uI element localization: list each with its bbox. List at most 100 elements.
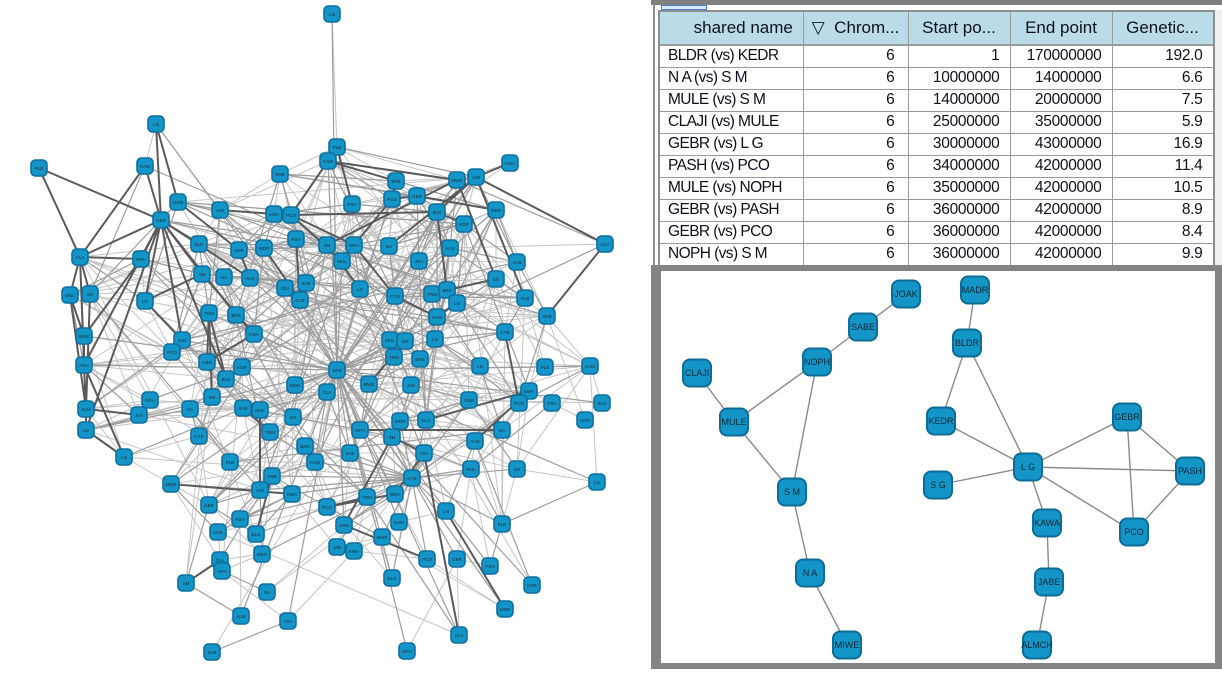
svg-text:PSH: PSH	[79, 363, 88, 368]
svg-text:SRB: SRB	[339, 523, 348, 528]
svg-text:KEDR: KEDR	[928, 416, 954, 426]
svg-text:TRM: TRM	[427, 292, 437, 297]
svg-text:SG: SG	[87, 292, 94, 297]
svg-text:GBR: GBR	[464, 398, 475, 403]
svg-text:PCO: PCO	[286, 213, 296, 218]
svg-text:KWA: KWA	[269, 212, 279, 217]
svg-text:BRS: BRS	[442, 288, 451, 293]
svg-text:PSH: PSH	[235, 517, 244, 522]
svg-text:BRS: BRS	[231, 313, 240, 318]
svg-text:GEBR: GEBR	[1114, 412, 1140, 422]
svg-text:KAM: KAM	[323, 159, 333, 164]
svg-text:NA: NA	[187, 407, 193, 412]
svg-text:TRM: TRM	[265, 430, 275, 435]
svg-text:PLB: PLB	[333, 145, 342, 150]
svg-text:JOAK: JOAK	[894, 289, 918, 299]
svg-text:SAB: SAB	[238, 406, 247, 411]
svg-text:MDR: MDR	[395, 419, 406, 424]
svg-text:MIWE: MIWE	[835, 640, 860, 650]
svg-text:JAB: JAB	[256, 488, 264, 493]
svg-text:CYB: CYB	[295, 298, 304, 303]
svg-text:CLA: CLA	[455, 633, 464, 638]
svg-text:TRM: TRM	[362, 495, 372, 500]
svg-text:KAM: KAM	[140, 164, 150, 169]
svg-text:KWA: KWA	[524, 389, 534, 394]
svg-text:ALM: ALM	[236, 614, 246, 619]
svg-text:NPH: NPH	[217, 569, 227, 574]
svg-text:LN: LN	[443, 509, 449, 514]
svg-text:SRB: SRB	[542, 314, 551, 319]
svg-text:MWE: MWE	[452, 178, 463, 183]
svg-text:SM: SM	[199, 272, 206, 277]
svg-text:BRS: BRS	[415, 357, 424, 362]
svg-text:PCO: PCO	[514, 401, 524, 406]
svg-text:MDR: MDR	[491, 208, 502, 213]
svg-text:PSH: PSH	[485, 564, 494, 569]
svg-text:GBR: GBR	[452, 557, 463, 562]
svg-text:KWA: KWA	[349, 549, 359, 554]
svg-text:BRS: BRS	[300, 444, 309, 449]
svg-text:NPH: NPH	[355, 428, 365, 433]
svg-text:SM: SM	[209, 395, 216, 400]
svg-text:KDR: KDR	[527, 583, 537, 588]
svg-text:NPH: NPH	[136, 257, 146, 262]
svg-text:JOA: JOA	[281, 286, 290, 291]
svg-text:GBR: GBR	[156, 218, 167, 223]
svg-text:LG: LG	[357, 287, 364, 292]
svg-text:LN: LN	[329, 12, 335, 17]
svg-text:MUL: MUL	[466, 467, 476, 472]
svg-text:KDR: KDR	[459, 222, 469, 227]
svg-text:BLD: BLD	[598, 401, 608, 406]
svg-text:SM: SM	[389, 435, 396, 440]
svg-text:KAM: KAM	[432, 315, 442, 320]
svg-text:NPH: NPH	[402, 649, 412, 654]
svg-text:SG: SG	[493, 277, 500, 282]
svg-text:LG: LG	[83, 428, 90, 433]
svg-text:SM: SM	[324, 243, 331, 248]
svg-text:CLA: CLA	[76, 255, 85, 260]
svg-text:SAB: SAB	[207, 650, 216, 655]
svg-text:MDR: MDR	[500, 607, 511, 612]
svg-text:JAB: JAB	[216, 208, 224, 213]
svg-text:SAB: SAB	[512, 260, 521, 265]
svg-text:SRB: SRB	[332, 368, 341, 373]
svg-text:GBR: GBR	[412, 194, 423, 199]
svg-text:BLDR: BLDR	[955, 338, 980, 348]
svg-text:NA: NA	[499, 428, 505, 433]
svg-text:PSH: PSH	[547, 401, 556, 406]
svg-text:MUL: MUL	[385, 338, 395, 343]
svg-text:TRM: TRM	[204, 311, 214, 316]
svg-text:MUL: MUL	[337, 259, 347, 264]
svg-text:ALM: ALM	[445, 246, 455, 251]
svg-text:KAM: KAM	[394, 520, 404, 525]
svg-text:LG: LG	[594, 480, 601, 485]
svg-text:GBR: GBR	[204, 503, 215, 508]
svg-text:CLA: CLA	[323, 390, 332, 395]
svg-text:MUL: MUL	[255, 408, 265, 413]
svg-text:KDR: KDR	[234, 248, 244, 253]
svg-text:PSH: PSH	[291, 237, 300, 242]
svg-text:SRB: SRB	[275, 172, 284, 177]
svg-text:TRM: TRM	[389, 355, 399, 360]
svg-text:PCO: PCO	[1124, 527, 1144, 537]
svg-text:NOPH: NOPH	[804, 357, 830, 367]
svg-text:ALM: ALM	[81, 407, 91, 412]
svg-text:BLD: BLD	[252, 532, 262, 537]
svg-text:CLA: CLA	[601, 242, 610, 247]
svg-text:JOA: JOA	[420, 451, 429, 456]
svg-text:MDR: MDR	[259, 246, 270, 251]
svg-text:MUL: MUL	[65, 293, 75, 298]
svg-text:KWA: KWA	[249, 332, 259, 337]
svg-text:SRB: SRB	[267, 474, 276, 479]
svg-text:BLD: BLD	[222, 377, 232, 382]
svg-text:SG: SG	[514, 467, 521, 472]
svg-text:MWE: MWE	[377, 535, 388, 540]
svg-text:ALMCH: ALMCH	[1021, 640, 1053, 650]
svg-text:KAWA: KAWA	[1034, 518, 1060, 528]
svg-text:SABE: SABE	[851, 322, 875, 332]
svg-text:KDR: KDR	[580, 418, 590, 423]
svg-text:KDR: KDR	[213, 530, 223, 535]
svg-text:LN: LN	[454, 301, 460, 306]
svg-text:MWE: MWE	[79, 334, 90, 339]
svg-text:SAB: SAB	[301, 281, 310, 286]
